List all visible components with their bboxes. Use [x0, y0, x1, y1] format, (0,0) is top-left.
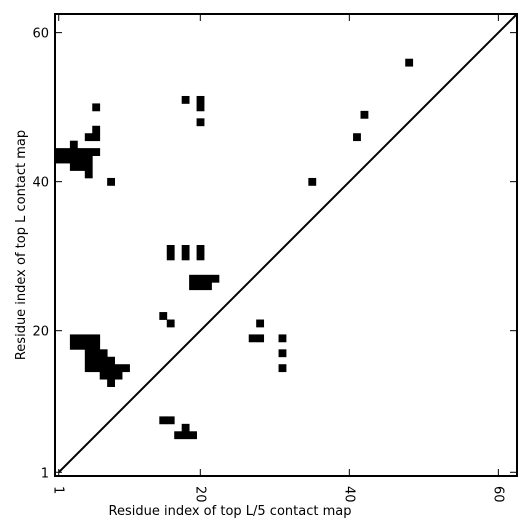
contact-cell: [92, 364, 101, 373]
contact-cell: [84, 163, 93, 171]
contact-cell: [107, 364, 116, 373]
contact-cell: [181, 245, 190, 253]
y-axis-title: Residue index of top L contact map: [14, 130, 29, 360]
contact-cell: [196, 103, 205, 112]
contact-cell: [204, 282, 212, 291]
contact-cell: [69, 155, 78, 164]
contact-cell: [166, 416, 175, 425]
contact-cell: [99, 364, 108, 373]
contact-cell: [204, 274, 212, 283]
x-axis-title: Residue index of top L/5 contact map: [109, 504, 352, 519]
contact-cell: [181, 95, 190, 104]
axis-ticks: 1 20 40 60 1 20 40 60: [32, 14, 517, 503]
contact-cell: [55, 148, 63, 156]
contact-cell: [196, 95, 205, 104]
contact-cell: [181, 423, 190, 432]
contact-cell: [159, 312, 168, 320]
contact-cell: [308, 177, 317, 186]
y-tick-label: 20: [32, 325, 49, 340]
contact-cell: [166, 245, 175, 253]
contact-cell: [55, 155, 63, 164]
contact-cell: [69, 148, 78, 156]
contact-cell: [107, 371, 116, 380]
contact-cell: [92, 148, 101, 156]
contact-cell: [92, 133, 101, 142]
contact-cell: [278, 334, 287, 343]
contact-cell: [92, 349, 101, 358]
contact-cell: [92, 341, 101, 350]
contact-cell: [107, 379, 116, 387]
x-tick-label: 60: [490, 486, 505, 503]
contact-cell: [69, 341, 78, 350]
contact-cell: [196, 245, 205, 253]
contact-cell: [107, 177, 116, 186]
x-tick-label: 20: [192, 486, 207, 503]
contact-cell: [99, 371, 108, 380]
contact-cell: [405, 58, 414, 67]
contact-cell: [84, 349, 93, 358]
contact-cell: [122, 364, 130, 373]
contact-cell: [189, 274, 197, 283]
y-tick-label: 60: [32, 27, 49, 42]
contact-cell: [84, 356, 93, 365]
contact-cell: [256, 319, 265, 328]
contact-cell: [196, 252, 205, 261]
contact-cell: [69, 334, 78, 343]
contact-cell: [196, 282, 205, 291]
contact-cell: [84, 341, 93, 350]
contact-cells: [55, 58, 414, 440]
x-tick-label: 40: [341, 486, 356, 503]
contact-cell: [166, 319, 175, 328]
contact-cell: [77, 163, 86, 171]
contact-cell: [114, 364, 123, 373]
contact-cell: [196, 274, 205, 283]
contact-cell: [99, 356, 108, 365]
contact-cell: [92, 356, 101, 365]
y-tick-label: 1: [41, 466, 49, 481]
contact-cell: [92, 125, 101, 134]
contact-cell: [360, 110, 369, 119]
contact-cell: [77, 155, 86, 164]
contact-cell: [92, 334, 101, 343]
contact-cell: [181, 252, 190, 261]
contact-cell: [159, 416, 168, 425]
contact-cell: [107, 356, 116, 365]
contact-cell: [84, 364, 93, 373]
contact-cell: [62, 148, 71, 156]
contact-cell: [84, 334, 93, 343]
contact-cell: [278, 364, 287, 373]
contact-cell: [181, 431, 190, 440]
contact-cell: [248, 334, 257, 343]
contact-cell: [353, 133, 361, 142]
contact-cell: [166, 252, 175, 261]
contact-cell: [196, 118, 205, 127]
contact-cell: [92, 103, 101, 112]
x-tick-label: 1: [51, 486, 66, 494]
contact-cell: [84, 170, 93, 179]
contact-cell: [84, 155, 93, 164]
contact-cell: [278, 349, 287, 358]
contact-cell: [69, 140, 78, 149]
y-tick-label: 40: [32, 176, 49, 191]
contact-cell: [77, 148, 86, 156]
diagonal-line: [58, 13, 518, 473]
contact-cell: [189, 282, 197, 291]
contact-cell: [62, 155, 71, 164]
contact-cell: [77, 341, 86, 350]
contact-cell: [211, 274, 220, 283]
contact-cell: [256, 334, 265, 343]
contact-cell: [84, 148, 93, 156]
contact-cell: [69, 163, 78, 171]
contact-cell: [99, 349, 108, 358]
contact-cell: [84, 133, 93, 142]
contact-cell: [77, 334, 86, 343]
contact-cell: [114, 371, 123, 380]
plot-frame: [54, 13, 518, 477]
contact-cell: [174, 431, 183, 440]
contact-cell: [189, 431, 197, 440]
